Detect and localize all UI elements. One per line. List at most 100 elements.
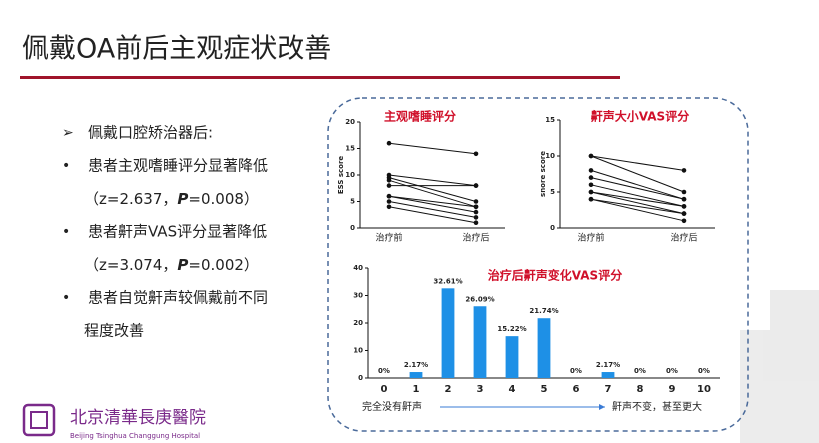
bar-label: 2.17% (596, 361, 620, 369)
bullet-marker: • (62, 158, 70, 174)
stat-pre: （z=3.074， (84, 256, 177, 274)
bar-label: 0% (698, 367, 710, 375)
chart-title: 治疗后鼾声变化VAS评分 (488, 268, 622, 283)
annotation: 鼾声不变，甚至更大 (612, 400, 702, 413)
point (681, 211, 687, 216)
pair-line (388, 201, 477, 218)
bar (441, 288, 455, 378)
point (588, 196, 594, 202)
y-tick-label: 20 (345, 118, 355, 126)
stat-p: P (177, 190, 188, 208)
bullet-text: 患者鼾声VAS评分显著降低 (88, 223, 267, 241)
x-tick-label: 10 (697, 384, 711, 395)
x-tick-label: 6 (573, 384, 580, 395)
bar-label: 2.17% (404, 361, 428, 369)
x-tick-label: 治疗前 (577, 232, 604, 244)
point (681, 168, 687, 173)
title-rule (20, 76, 620, 79)
point (386, 183, 392, 188)
point (473, 220, 479, 225)
y-tick-label: 5 (350, 198, 355, 206)
building (740, 290, 819, 443)
pair-line (590, 155, 685, 171)
point (386, 140, 392, 146)
x-tick-label: 8 (637, 384, 644, 395)
y-tick-label: 40 (353, 264, 363, 272)
y-tick-label: 10 (353, 347, 363, 355)
bullet-text: 程度改善 (84, 322, 144, 340)
pair-line (388, 206, 477, 224)
bar (473, 306, 487, 378)
pair-line (388, 195, 477, 208)
x-tick-label: 2 (445, 384, 452, 395)
pair-line (590, 198, 685, 222)
point (681, 218, 687, 224)
point (473, 215, 479, 220)
bar-label: 26.09% (465, 295, 494, 303)
pair-line (590, 177, 685, 200)
point (588, 189, 594, 195)
bullet-marker: • (62, 290, 70, 306)
x-tick-label: 3 (477, 384, 484, 395)
point (473, 204, 479, 210)
x-tick-label: 0 (381, 384, 388, 395)
point (681, 196, 687, 202)
point (681, 204, 687, 209)
stat-post: =0.008） (188, 190, 259, 208)
stat-pre: （z=2.637， (84, 190, 177, 208)
point (588, 175, 594, 180)
point (473, 183, 479, 188)
y-tick-label: 0 (358, 374, 363, 382)
pair-line (388, 179, 477, 208)
x-tick-label: 5 (541, 384, 548, 395)
point (681, 189, 687, 195)
pair-line (590, 191, 685, 207)
logo-name: 北京清華長庚醫院 (70, 408, 206, 428)
logo-english: Beijing Tsinghua Changgung Hospital (70, 432, 200, 440)
point (588, 182, 594, 188)
chart-frame (327, 97, 749, 432)
bar-label: 0% (378, 367, 390, 375)
y-tick-label: 5 (550, 188, 555, 196)
bullet-text: （z=3.074，P=0.002） (84, 256, 259, 274)
x-tick-label: 治疗后 (670, 232, 697, 244)
bar-label: 15.22% (497, 325, 526, 333)
y-tick-label: 0 (550, 224, 555, 232)
pair-line (388, 177, 477, 202)
y-tick-label: 15 (545, 116, 555, 124)
bar-label: 21.74% (529, 307, 558, 315)
bar (537, 318, 551, 378)
stat-p: P (177, 256, 188, 274)
logo: 北京清華長庚醫院 Beijing Tsinghua Changgung Hosp… (22, 403, 206, 440)
point (473, 199, 479, 204)
slide-title: 佩戴OA前后主观症状改善 (22, 34, 331, 65)
x-tick-label: 1 (413, 384, 420, 395)
pair-line (590, 198, 685, 215)
bullet-text: 患者主观嗜睡评分显著降低 (88, 157, 268, 175)
bullet-text: 佩戴口腔矫治器后: (88, 124, 213, 142)
chart-title: 鼾声大小VAS评分 (591, 109, 689, 124)
bar-label: 0% (666, 367, 678, 375)
bar-label: 0% (634, 367, 646, 375)
y-tick-label: 10 (545, 152, 555, 160)
pair-line (590, 191, 685, 215)
point (386, 178, 392, 183)
pair-line (590, 184, 685, 207)
point (588, 153, 594, 159)
point (386, 204, 392, 210)
x-tick-label: 治疗后 (462, 232, 489, 244)
stat-post: =0.002） (188, 256, 259, 274)
y-tick-label: 15 (345, 145, 355, 153)
y-axis-label: ESS score (337, 156, 345, 195)
pair-line (388, 195, 477, 213)
x-tick-label: 7 (605, 384, 612, 395)
bar-label: 0% (570, 367, 582, 375)
annotation: 完全没有鼾声 (362, 400, 422, 413)
bar (505, 336, 519, 378)
y-axis-label: snore score (539, 151, 547, 197)
bullet-text: 患者自觉鼾声较佩戴前不同 (88, 289, 268, 307)
y-tick-label: 10 (345, 171, 355, 179)
bar (601, 372, 615, 378)
